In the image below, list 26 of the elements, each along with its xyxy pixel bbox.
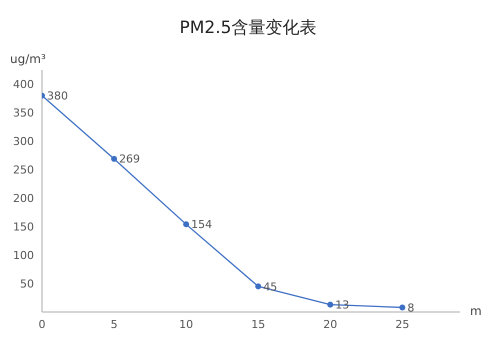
y-tick-label: 350 bbox=[13, 106, 34, 120]
data-label: 8 bbox=[407, 301, 414, 314]
y-tick-label: 200 bbox=[13, 192, 34, 206]
y-tick-label: 50 bbox=[20, 277, 34, 290]
y-tick-label: 100 bbox=[13, 248, 34, 262]
data-label: 269 bbox=[119, 152, 140, 166]
x-tick-label: 25 bbox=[395, 318, 410, 331]
point bbox=[327, 302, 334, 308]
point bbox=[399, 304, 406, 310]
y-tick-label: 300 bbox=[13, 135, 34, 148]
x-tick-label: 5 bbox=[110, 318, 118, 331]
point bbox=[111, 156, 118, 162]
y-axis-title: ug/m³ bbox=[10, 52, 46, 66]
data-label: 380 bbox=[47, 90, 68, 103]
data-label: 154 bbox=[191, 218, 212, 232]
y-tick-label: 400 bbox=[13, 78, 34, 92]
x-tick-label: 15 bbox=[251, 318, 266, 331]
point bbox=[255, 283, 262, 290]
x-tick-label: 0 bbox=[38, 318, 46, 331]
x-tick-label: 10 bbox=[179, 318, 194, 331]
x-axis-title: m bbox=[470, 304, 482, 318]
chart-title: PM2.5含量变化表 bbox=[178, 17, 318, 39]
point bbox=[183, 221, 190, 228]
x-tick-label: 20 bbox=[323, 318, 338, 331]
y-tick-label: 250 bbox=[13, 164, 34, 177]
y-tick-label: 150 bbox=[13, 220, 34, 234]
